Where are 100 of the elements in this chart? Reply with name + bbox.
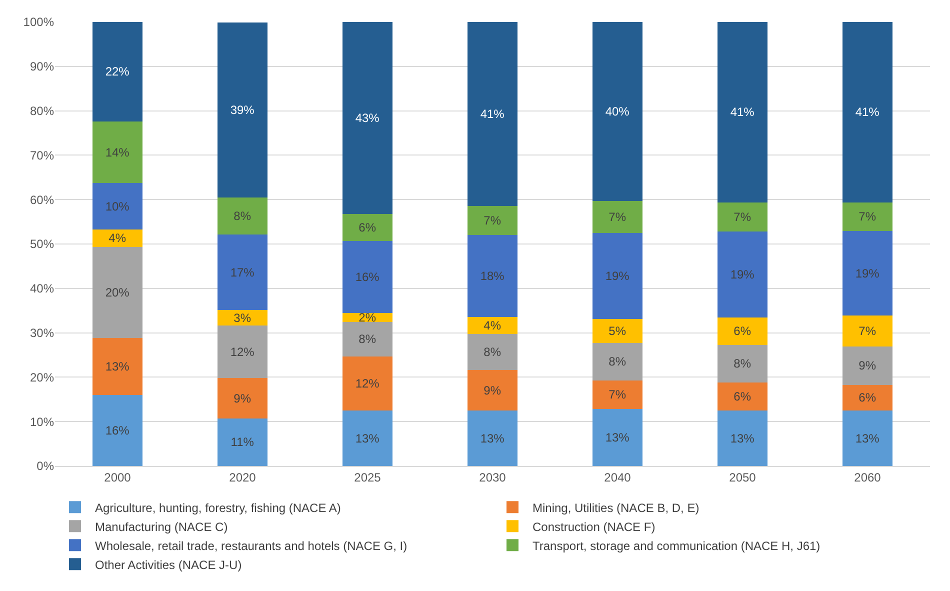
y-tick-label: 70%	[30, 148, 54, 162]
data-label: 7%	[734, 210, 752, 224]
data-label: 39%	[230, 102, 255, 117]
y-tick-label: 0%	[36, 459, 54, 474]
legend-label: Wholesale, retail trade, restaurants and hotels (NACE G, I)	[95, 538, 408, 553]
data-label: 8%	[484, 345, 502, 360]
bar	[468, 370, 518, 410]
data-label: 16%	[355, 270, 380, 284]
bar	[218, 418, 268, 466]
data-label: 17%	[230, 265, 255, 280]
data-label: 41%	[730, 105, 755, 120]
bar	[468, 22, 518, 206]
bar	[592, 343, 642, 380]
bar	[218, 197, 268, 235]
data-label: 43%	[355, 110, 380, 125]
bar	[92, 22, 142, 122]
data-label: 13%	[480, 431, 505, 446]
bar	[92, 121, 142, 184]
y-tick-label: 50%	[30, 237, 54, 252]
bar	[592, 380, 642, 410]
bar	[342, 214, 392, 241]
data-label: 13%	[605, 430, 630, 445]
x-tick-label: 2060	[854, 470, 882, 484]
data-label: 13%	[105, 360, 130, 374]
data-label: 9%	[484, 383, 502, 398]
legend-label: Mining, Utilities (NACE B, D, E)	[532, 500, 700, 515]
data-label: 7%	[484, 213, 502, 228]
data-label: 6%	[358, 220, 376, 234]
bar	[842, 410, 892, 466]
x-tick-label: 2040	[604, 470, 632, 484]
legend-label: Other Activities (NACE J-U)	[95, 558, 242, 572]
data-label: 9%	[858, 358, 876, 373]
bar	[218, 310, 268, 326]
bar	[718, 22, 768, 202]
data-label: 19%	[605, 268, 630, 283]
data-label: 6%	[858, 390, 876, 405]
bar	[592, 232, 642, 320]
data-label: 3%	[234, 310, 252, 325]
y-tick-label: 100%	[23, 15, 54, 30]
bar	[92, 183, 142, 230]
bar	[592, 200, 642, 233]
data-label: 40%	[605, 104, 630, 118]
data-label: 4%	[108, 231, 126, 246]
bar	[92, 394, 142, 466]
legend-label: Transport, storage and communication (NACE H, J61)	[532, 538, 820, 553]
bar	[468, 235, 518, 317]
bar	[342, 410, 392, 466]
data-label: 8%	[358, 332, 376, 346]
bar	[592, 22, 642, 201]
bar	[718, 410, 768, 466]
bar	[468, 316, 518, 334]
data-label: 20%	[105, 286, 130, 300]
data-label: 2%	[358, 310, 376, 324]
bar	[218, 234, 268, 310]
x-tick-label: 2050	[729, 470, 756, 484]
data-label: 13%	[855, 431, 880, 446]
data-label: 13%	[730, 431, 755, 446]
data-label: 10%	[105, 199, 130, 214]
legend-label: Manufacturing (NACE C)	[95, 520, 228, 534]
data-label: 7%	[608, 388, 626, 402]
bar	[468, 206, 518, 236]
bar	[718, 202, 768, 232]
data-label: 8%	[234, 209, 252, 224]
bar	[468, 410, 518, 466]
x-tick-label: 2000	[104, 470, 132, 484]
legend-label: Construction (NACE F)	[532, 520, 656, 534]
bar	[92, 229, 142, 248]
bar	[842, 315, 892, 347]
bar	[842, 22, 892, 202]
x-tick-label: 2030	[479, 470, 506, 484]
y-tick-label: 80%	[30, 104, 54, 118]
bar	[342, 356, 392, 410]
data-label: 6%	[734, 324, 752, 338]
data-label: 6%	[734, 390, 752, 404]
bar	[342, 22, 392, 214]
data-label: 8%	[608, 354, 626, 369]
data-label: 4%	[484, 318, 502, 332]
y-tick-label: 30%	[30, 326, 54, 340]
data-label: 7%	[858, 324, 876, 338]
data-label: 12%	[230, 344, 255, 359]
data-label: 22%	[105, 64, 130, 79]
bar	[718, 232, 768, 318]
legend-label: Agriculture, hunting, forestry, fishing (NACE A)	[95, 500, 341, 515]
bar	[218, 22, 268, 198]
data-label: 13%	[355, 431, 380, 446]
bar	[718, 318, 768, 345]
y-tick-label: 10%	[30, 414, 54, 429]
data-label: 9%	[234, 391, 252, 406]
y-tick-label: 40%	[30, 282, 54, 296]
bar	[592, 319, 642, 344]
data-label: 41%	[855, 105, 880, 120]
data-label: 18%	[480, 268, 505, 283]
bar	[92, 338, 142, 395]
bar	[342, 240, 392, 313]
bar	[592, 409, 642, 466]
data-label: 19%	[855, 266, 880, 280]
bar	[218, 378, 268, 418]
bar	[342, 322, 392, 356]
data-label: 5%	[608, 324, 626, 338]
bar	[468, 334, 518, 370]
